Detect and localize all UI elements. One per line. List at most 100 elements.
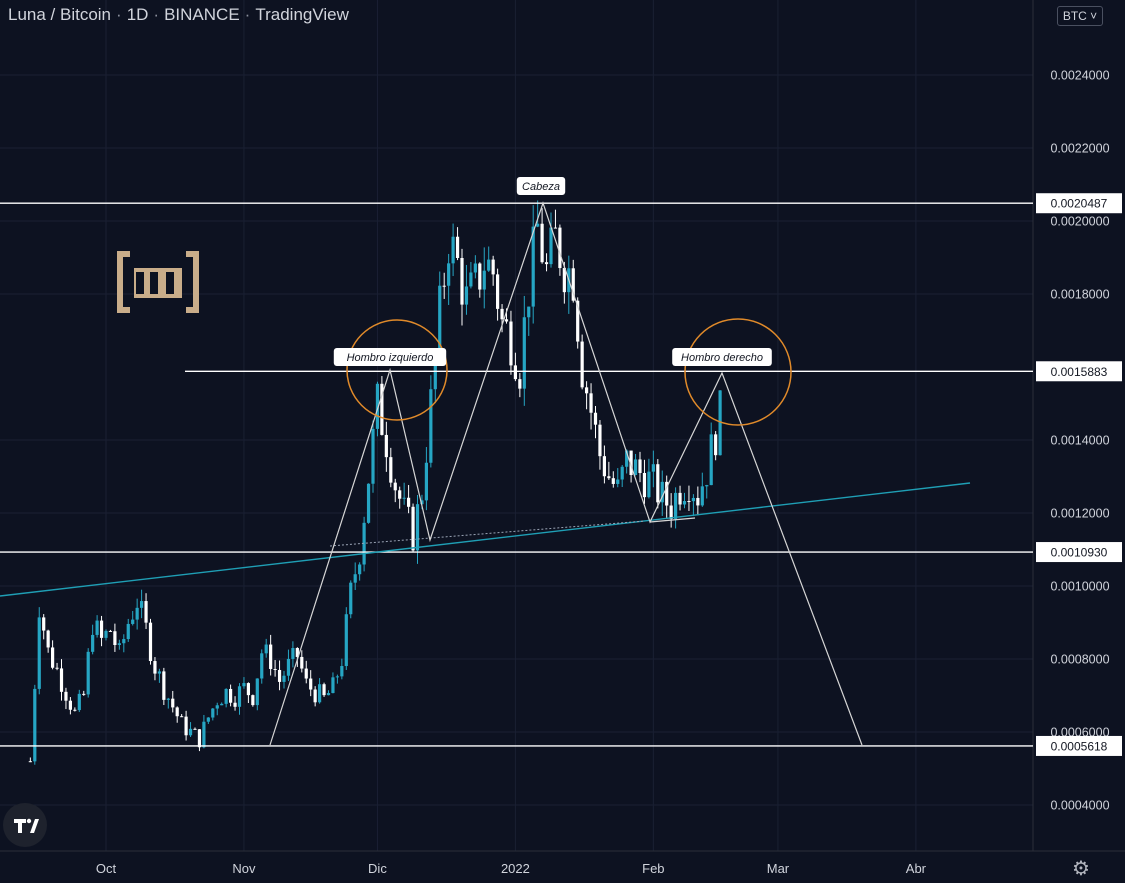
candle-down: [669, 505, 673, 519]
candle-down: [309, 678, 313, 690]
candle-up: [438, 285, 442, 354]
candle-up: [429, 389, 433, 463]
exchange: BINANCE: [164, 5, 240, 24]
candle-up: [660, 481, 664, 503]
candle-down: [504, 319, 509, 322]
candle-down: [496, 274, 500, 309]
candlestick-series: [28, 200, 722, 765]
candle-down: [229, 688, 233, 703]
candle-down: [82, 693, 86, 695]
level-price-tag-text: 0.0020487: [1051, 197, 1108, 211]
head-label: Cabeza: [516, 177, 566, 195]
candle-up: [375, 383, 380, 429]
candle-up: [140, 601, 144, 608]
candle-down: [593, 412, 598, 425]
candle-down: [629, 450, 633, 475]
candle-down: [108, 630, 113, 632]
candle-down: [678, 492, 682, 505]
candle-up: [682, 501, 687, 505]
candle-up: [651, 464, 655, 472]
price-axis: 0.00040000.00060000.00080000.00100000.00…: [1036, 69, 1122, 813]
candle-up: [335, 676, 339, 678]
candle-up: [91, 634, 95, 652]
candle-down: [687, 501, 691, 503]
candle-up: [464, 286, 469, 305]
candle-up: [522, 317, 526, 389]
candle-down: [714, 434, 718, 456]
platform: TradingView: [255, 5, 349, 24]
candle-down: [295, 648, 299, 657]
gear-icon[interactable]: ⚙: [1072, 858, 1090, 880]
candle-down: [59, 668, 64, 692]
candle-down: [277, 669, 282, 682]
candle-down: [562, 268, 566, 293]
candle-up: [358, 564, 362, 575]
candle-up: [625, 450, 629, 467]
level-price-tag: 0.0005618: [1036, 735, 1122, 756]
candle-up: [211, 708, 215, 718]
candle-up: [349, 582, 353, 615]
candle-down: [544, 262, 549, 265]
candle-up: [291, 648, 295, 659]
left-shoulder-label-box: [333, 348, 447, 366]
candle-down: [64, 691, 68, 701]
interval: 1D: [126, 5, 149, 24]
time-tick-label: Dic: [368, 861, 387, 876]
candle-down: [148, 622, 153, 662]
candle-up: [447, 263, 451, 286]
time-tick-label: Mar: [767, 861, 790, 876]
currency-selector[interactable]: BTC ˅: [1057, 6, 1103, 26]
candle-down: [491, 259, 495, 275]
candle-up: [126, 623, 130, 640]
level-price-tag: 0.0020487: [1036, 193, 1122, 214]
candle-up: [135, 607, 139, 620]
price-tick-label: 0.0020000: [1050, 215, 1109, 229]
price-tick-label: 0.0018000: [1050, 288, 1109, 302]
candle-up: [326, 693, 331, 696]
candle-up: [206, 717, 210, 722]
price-tick-label: 0.0024000: [1050, 69, 1109, 83]
candle-down: [389, 457, 393, 483]
candle-down: [313, 689, 317, 703]
pair-name: Luna / Bitcoin: [8, 5, 112, 24]
candle-up: [616, 479, 620, 484]
candle-down: [553, 227, 558, 229]
candle-up: [166, 698, 170, 700]
candle-up: [188, 728, 193, 736]
level-price-tag-box: [1036, 361, 1122, 382]
candle-down: [28, 761, 32, 763]
chart-grid: [0, 0, 1125, 852]
candle-down: [233, 702, 237, 707]
candle-down: [269, 644, 273, 669]
right-shoulder-label-box: [672, 348, 772, 366]
pattern-outline: [269, 201, 863, 746]
candle-up: [95, 620, 99, 635]
candle-down: [162, 671, 166, 700]
candle-down: [384, 434, 388, 458]
candle-up: [469, 272, 473, 287]
time-tick-label: Feb: [642, 861, 664, 876]
level-price-tag: 0.0015883: [1036, 361, 1122, 382]
candle-up: [536, 223, 540, 227]
candle-down: [300, 656, 304, 669]
candle-up: [353, 574, 357, 583]
candle-up: [709, 434, 713, 486]
price-tick-label: 0.0010000: [1050, 580, 1109, 594]
tradingview-logo-icon[interactable]: [3, 803, 47, 847]
pattern-base: [649, 517, 696, 523]
level-price-tag: 0.0010930: [1036, 542, 1122, 563]
candle-up: [255, 678, 259, 706]
candle-down: [455, 236, 460, 258]
right-shoulder-label-text: Hombro derecho: [681, 352, 763, 364]
time-tick-label: Abr: [906, 861, 927, 876]
candle-up: [718, 390, 722, 456]
price-tick-label: 0.0004000: [1050, 799, 1109, 813]
candle-down: [558, 227, 562, 269]
price-tick-label: 0.0014000: [1050, 434, 1109, 448]
candle-up: [220, 703, 224, 706]
candle-down: [509, 321, 513, 366]
candle-down: [638, 459, 642, 473]
candle-up: [237, 686, 242, 707]
right-shoulder-label: Hombro derecho: [672, 348, 772, 366]
